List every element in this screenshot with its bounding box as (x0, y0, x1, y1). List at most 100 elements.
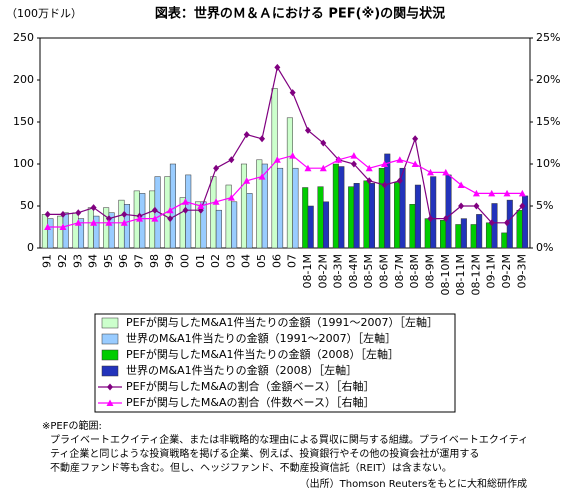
bar (286, 117, 293, 249)
y-tick-label: 150 (13, 115, 34, 128)
line-marker (365, 164, 373, 172)
note: 不動産ファンド等も含む。但し、ヘッジファンド、不動産投資信託（REIT）は含まな… (50, 461, 452, 474)
bar (292, 167, 299, 249)
line-marker (503, 189, 511, 197)
x-tick-label: 91 (41, 254, 54, 268)
line-marker (74, 219, 82, 226)
bar (353, 183, 360, 249)
line-marker (227, 194, 235, 201)
x-tick-label: 08-9M (423, 254, 436, 288)
bar (455, 224, 462, 249)
line-marker (44, 223, 52, 230)
line-marker (366, 177, 373, 185)
line-marker (473, 202, 480, 210)
line-marker (107, 383, 113, 391)
x-tick-label: 08-2M (316, 254, 329, 288)
line-marker (105, 215, 112, 223)
y2-tick-label: 0% (536, 241, 553, 254)
line-marker (458, 202, 465, 210)
x-tick-label: 94 (87, 254, 100, 268)
x-tick-label: 08-5M (362, 254, 375, 288)
bar (41, 214, 48, 249)
x-tick-label: 01 (194, 254, 207, 268)
line-marker (228, 156, 235, 164)
line-marker (120, 219, 128, 226)
bar (363, 180, 370, 249)
line-marker (258, 173, 266, 180)
line-marker (335, 156, 343, 163)
line-marker (273, 156, 281, 163)
bar (323, 201, 330, 249)
bar (348, 186, 355, 249)
line-marker (488, 189, 496, 197)
line-marker (121, 210, 128, 218)
line-marker (105, 219, 113, 226)
line-marker (504, 219, 511, 227)
line-marker (472, 189, 480, 197)
x-tick-label: 08-3M (332, 254, 345, 288)
y-tick-label: 50 (20, 199, 34, 212)
y-tick-label: 0 (27, 241, 34, 254)
line-marker (59, 210, 66, 218)
bar (108, 212, 115, 249)
legend-label: PEFが関与したM&Aの割合（件数ベース）［右軸］ (126, 395, 374, 409)
x-tick-label: 00 (178, 254, 191, 268)
bar (72, 212, 79, 249)
line-marker (59, 223, 67, 230)
bar (414, 184, 421, 249)
line-marker (320, 139, 327, 147)
line-marker (426, 168, 434, 176)
bar (123, 204, 130, 249)
x-tick-label: 96 (117, 254, 130, 268)
bar (240, 163, 247, 249)
bar (378, 167, 385, 249)
bar (62, 212, 69, 249)
line-marker (212, 198, 220, 205)
x-tick-label: 08-10M (439, 254, 452, 295)
note: ※PEFの範囲: (42, 419, 102, 432)
line-marker (396, 177, 403, 185)
bar (78, 218, 85, 249)
bar (256, 159, 263, 249)
line-marker (181, 198, 189, 205)
line-marker (381, 160, 389, 167)
bar (384, 153, 391, 249)
line-marker (442, 215, 449, 223)
x-tick-label: 04 (240, 254, 253, 268)
line-marker (106, 399, 114, 406)
bar (476, 214, 483, 249)
bar (277, 167, 284, 249)
y2-tick-label: 20% (536, 73, 560, 86)
note: ティ企業と同じような投資戦略を掲げる企業、例えば、投資銀行やその他の投資会社が運… (50, 447, 479, 460)
bar (470, 224, 477, 249)
y-tick-label: 250 (13, 31, 34, 44)
note: プライベートエクイティ企業、または非戦略的な理由による買収に関与する組織。プライ… (50, 433, 528, 446)
line-marker (412, 135, 419, 143)
x-tick-label: 92 (56, 254, 69, 268)
bar (57, 215, 64, 249)
line-marker (167, 215, 174, 223)
bar (460, 218, 467, 249)
line-marker (411, 160, 419, 167)
line-marker (136, 215, 144, 222)
line-marker (457, 181, 465, 188)
x-tick-label: 03 (224, 254, 237, 268)
y-tick-label: 100 (13, 157, 34, 170)
bar (394, 182, 401, 249)
line-marker (350, 160, 357, 168)
bar (93, 215, 100, 249)
line-marker (381, 181, 388, 189)
bar (179, 197, 186, 249)
bar (215, 209, 222, 249)
x-tick-label: 08-4M (347, 254, 360, 288)
bar (501, 232, 508, 249)
x-tick-label: 09-1M (485, 254, 498, 288)
bar (424, 218, 431, 249)
bar (430, 176, 437, 249)
legend-box (94, 313, 456, 413)
bar (332, 163, 339, 249)
chart-title: 図表：世界のＭ＆Ａにおける PEF(※)の関与状況 (155, 6, 445, 22)
x-tick-label: 07 (286, 254, 299, 268)
